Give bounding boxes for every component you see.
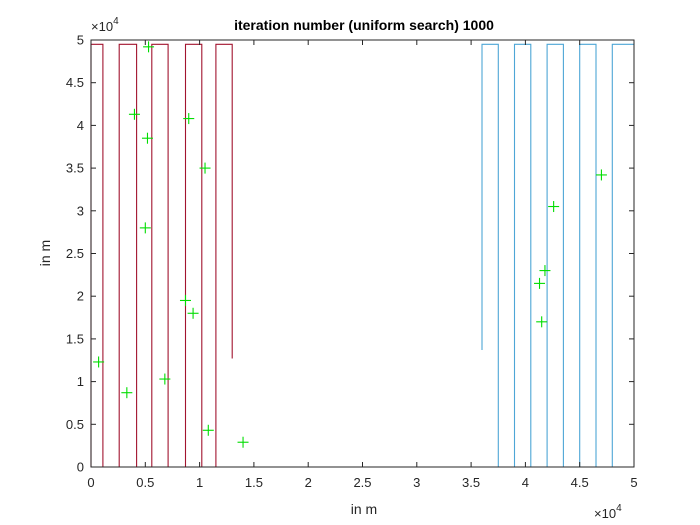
data-point-marker [199, 162, 211, 174]
x-tick-label: 4 [522, 475, 529, 490]
y-tick-label: 2 [77, 289, 84, 304]
y-tick-label: 3.5 [66, 161, 84, 176]
y-axis-label: in m [37, 240, 53, 266]
x-axis-multiplier: ×104 [594, 503, 622, 521]
x-tick-label: 4.5 [571, 475, 589, 490]
x-tick-label: 5 [630, 475, 637, 490]
data-point-marker [595, 169, 607, 181]
data-point-marker [536, 316, 548, 328]
data-point-marker [128, 108, 140, 120]
data-point-marker [237, 436, 249, 448]
x-tick-label: 3.5 [462, 475, 480, 490]
y-tick-label: 2.5 [66, 246, 84, 261]
data-point-marker [143, 41, 155, 53]
data-point-marker [139, 222, 151, 234]
y-tick-label: 0 [77, 460, 84, 475]
axes-layer: 0 0.5 1 1.5 2 2.5 3 3.5 4 4.5 5 0 0.5 1 1.5 2 2.5 3 3.5 4 4.… [66, 33, 638, 491]
data-point-marker [179, 294, 191, 306]
y-tick-label: 0.5 [66, 417, 84, 432]
y-tick-label: 3 [77, 203, 84, 218]
y-tick-label: 4 [77, 118, 84, 133]
data-point-marker [202, 424, 214, 436]
y-tick-label: 4.5 [66, 75, 84, 90]
data-point-marker [187, 307, 199, 319]
y-tick-label: 5 [77, 33, 84, 48]
x-axis-label: in m [351, 501, 377, 517]
data-point-marker [534, 277, 546, 289]
y-tick-label: 1.5 [66, 331, 84, 346]
x-tick-label: 0 [87, 475, 94, 490]
data-point-marker [121, 387, 133, 399]
data-point-marker [539, 265, 551, 277]
data-point-marker [548, 201, 560, 213]
y-tick-label: 1 [77, 374, 84, 389]
x-tick-label: 2.5 [353, 475, 371, 490]
x-tick-label: 3 [413, 475, 420, 490]
data-point-marker [183, 113, 195, 125]
y-axis-multiplier: ×104 [91, 16, 119, 34]
x-tick-label: 0.5 [136, 475, 154, 490]
x-tick-label: 1 [196, 475, 203, 490]
data-point-marker [141, 132, 153, 144]
chart-title: iteration number (uniform search) 1000 [234, 17, 494, 33]
data-point-marker [93, 356, 105, 368]
data-point-marker [159, 373, 171, 385]
x-tick-label: 2 [305, 475, 312, 490]
x-tick-label: 1.5 [245, 475, 263, 490]
